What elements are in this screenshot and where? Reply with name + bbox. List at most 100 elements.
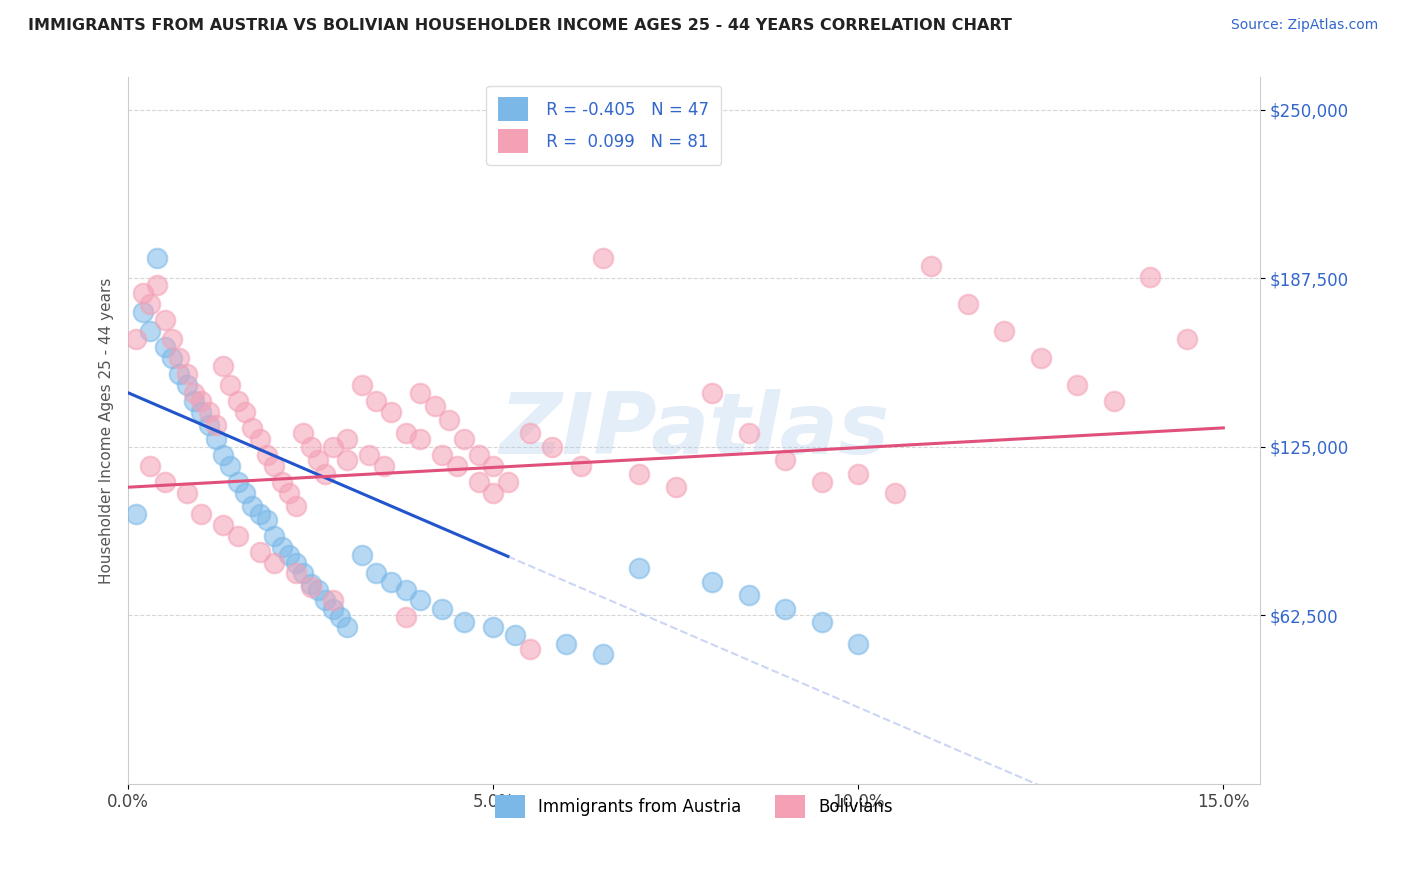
Point (322, 440, 344, 454)
Point (256, 448, 278, 462)
Point (956, 297, 979, 311)
Point (146, 251, 169, 265)
Point (190, 507, 212, 521)
Point (453, 615, 475, 629)
Point (139, 324, 162, 338)
Point (1029, 351, 1052, 365)
Point (496, 475, 519, 489)
Point (503, 628, 526, 642)
Point (292, 426, 315, 441)
Point (263, 529, 285, 543)
Point (775, 453, 797, 467)
Point (233, 485, 256, 500)
Point (665, 480, 688, 494)
Legend: Immigrants from Austria, Bolivians: Immigrants from Austria, Bolivians (488, 788, 900, 825)
Point (702, 385, 724, 400)
Point (1175, 332, 1198, 346)
Point (205, 418, 228, 433)
Point (540, 440, 562, 454)
Point (183, 393, 205, 408)
Point (240, 499, 263, 513)
Text: ZIPatlas: ZIPatlas (499, 389, 889, 472)
Point (299, 580, 322, 594)
Point (993, 324, 1015, 338)
Point (314, 593, 336, 607)
Point (329, 609, 352, 624)
Point (395, 609, 418, 624)
Point (307, 453, 329, 467)
Point (285, 566, 308, 581)
Point (153, 475, 176, 489)
Point (160, 351, 183, 365)
Point (307, 582, 329, 597)
Point (380, 574, 402, 589)
Point (423, 400, 446, 414)
Text: Source: ZipAtlas.com: Source: ZipAtlas.com (1230, 18, 1378, 32)
Point (350, 377, 373, 392)
Point (592, 648, 614, 662)
Point (249, 545, 271, 559)
Point (219, 458, 242, 473)
Point (738, 426, 761, 441)
Point (176, 485, 198, 500)
Point (270, 540, 292, 554)
Point (350, 548, 373, 562)
Point (569, 458, 592, 473)
Point (846, 636, 869, 650)
Point (226, 529, 249, 543)
Point (226, 475, 249, 489)
Point (176, 377, 198, 392)
Point (277, 485, 299, 500)
Point (190, 405, 212, 419)
Point (336, 620, 359, 634)
Point (285, 556, 308, 570)
Point (270, 475, 292, 489)
Point (277, 548, 299, 562)
Point (628, 467, 651, 481)
Point (366, 393, 388, 408)
Point (1102, 393, 1125, 408)
Point (439, 413, 461, 427)
Point (292, 566, 315, 581)
Point (1066, 377, 1088, 392)
Point (197, 418, 219, 433)
Point (169, 351, 191, 365)
Point (233, 405, 256, 419)
Point (395, 582, 418, 597)
Point (430, 448, 453, 462)
Point (322, 593, 344, 607)
Point (249, 507, 271, 521)
Text: IMMIGRANTS FROM AUSTRIA VS BOLIVIAN HOUSEHOLDER INCOME AGES 25 - 44 YEARS CORREL: IMMIGRANTS FROM AUSTRIA VS BOLIVIAN HOUS… (28, 18, 1012, 33)
Point (212, 359, 235, 373)
Point (212, 517, 235, 532)
Point (219, 377, 242, 392)
Point (373, 458, 395, 473)
Point (124, 332, 146, 346)
Point (205, 432, 228, 446)
Point (467, 475, 489, 489)
Point (366, 566, 388, 581)
Point (775, 601, 797, 615)
Point (811, 475, 834, 489)
Point (263, 556, 285, 570)
Point (555, 636, 578, 650)
Point (240, 421, 263, 435)
Point (197, 405, 219, 419)
Point (482, 620, 505, 634)
Point (467, 448, 489, 462)
Point (1139, 269, 1161, 284)
Point (299, 577, 322, 591)
Point (395, 426, 418, 441)
Point (628, 561, 651, 575)
Point (846, 467, 869, 481)
Point (153, 313, 176, 327)
Point (336, 432, 359, 446)
Point (314, 467, 336, 481)
Point (176, 367, 198, 381)
Point (592, 251, 614, 265)
Point (249, 432, 271, 446)
Point (212, 448, 235, 462)
Point (256, 512, 278, 526)
Point (336, 453, 359, 467)
Point (920, 259, 942, 273)
